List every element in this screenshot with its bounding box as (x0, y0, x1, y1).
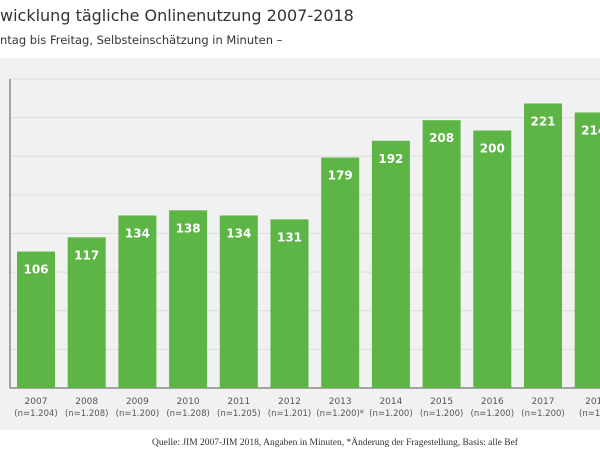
bar (169, 210, 208, 388)
x-tick-label: 2015 (430, 397, 453, 407)
x-tick-label: 2010 (177, 397, 200, 407)
data-label: 192 (378, 152, 403, 166)
bar (321, 157, 360, 388)
data-label: 221 (530, 114, 555, 128)
data-label: 117 (74, 248, 99, 262)
chart-subtitle: ntag bis Freitag, Selbsteinschätzung in … (0, 33, 283, 47)
data-label: 138 (176, 221, 201, 235)
sample-size-label: (n=1.208) (166, 409, 209, 419)
bar (422, 120, 461, 388)
bar (270, 219, 309, 388)
sample-size-label: (n=1.200) (369, 409, 412, 419)
bar (17, 251, 55, 388)
sample-size-label: (n=1.208) (65, 409, 108, 419)
bar (371, 140, 410, 388)
data-label: 106 (23, 263, 48, 277)
x-tick-label: 2016 (481, 397, 504, 407)
sample-size-label: (n=1.205) (217, 409, 260, 419)
bar (67, 237, 106, 388)
sample-size-label: (n=1.2 (579, 409, 600, 419)
source-note: Quelle: JIM 2007-JIM 2018, Angaben in Mi… (152, 438, 518, 448)
sample-size-label: (n=1.200) (521, 409, 564, 419)
data-label: 134 (226, 226, 251, 240)
bar (118, 215, 157, 388)
data-label: 200 (480, 142, 505, 156)
sample-size-label: (n=1.200)* (316, 409, 364, 419)
x-tick-label: 2013 (329, 397, 352, 407)
data-label: 131 (277, 230, 302, 244)
data-label: 134 (125, 226, 150, 240)
data-label: 179 (328, 169, 353, 183)
x-tick-label: 201 (585, 397, 600, 407)
bar (219, 215, 258, 388)
sample-size-label: (n=1.200) (471, 409, 514, 419)
x-tick-label: 2008 (75, 397, 98, 407)
chart-title: wicklung tägliche Onlinenutzung 2007-201… (0, 6, 354, 25)
bar (473, 130, 512, 388)
data-label: 208 (429, 131, 454, 145)
x-tick-label: 2012 (278, 397, 301, 407)
sample-size-label: (n=1.201) (268, 409, 311, 419)
bar (574, 112, 600, 388)
x-tick-label: 2011 (227, 397, 250, 407)
x-tick-label: 2007 (25, 397, 48, 407)
x-tick-label: 2014 (379, 397, 402, 407)
sample-size-label: (n=1.204) (14, 409, 57, 419)
sample-size-label: (n=1.200) (420, 409, 463, 419)
sample-size-label: (n=1.200) (116, 409, 159, 419)
data-label: 214 (581, 123, 600, 137)
x-tick-label: 2009 (126, 397, 149, 407)
bar (524, 103, 562, 389)
x-tick-label: 2017 (532, 397, 555, 407)
